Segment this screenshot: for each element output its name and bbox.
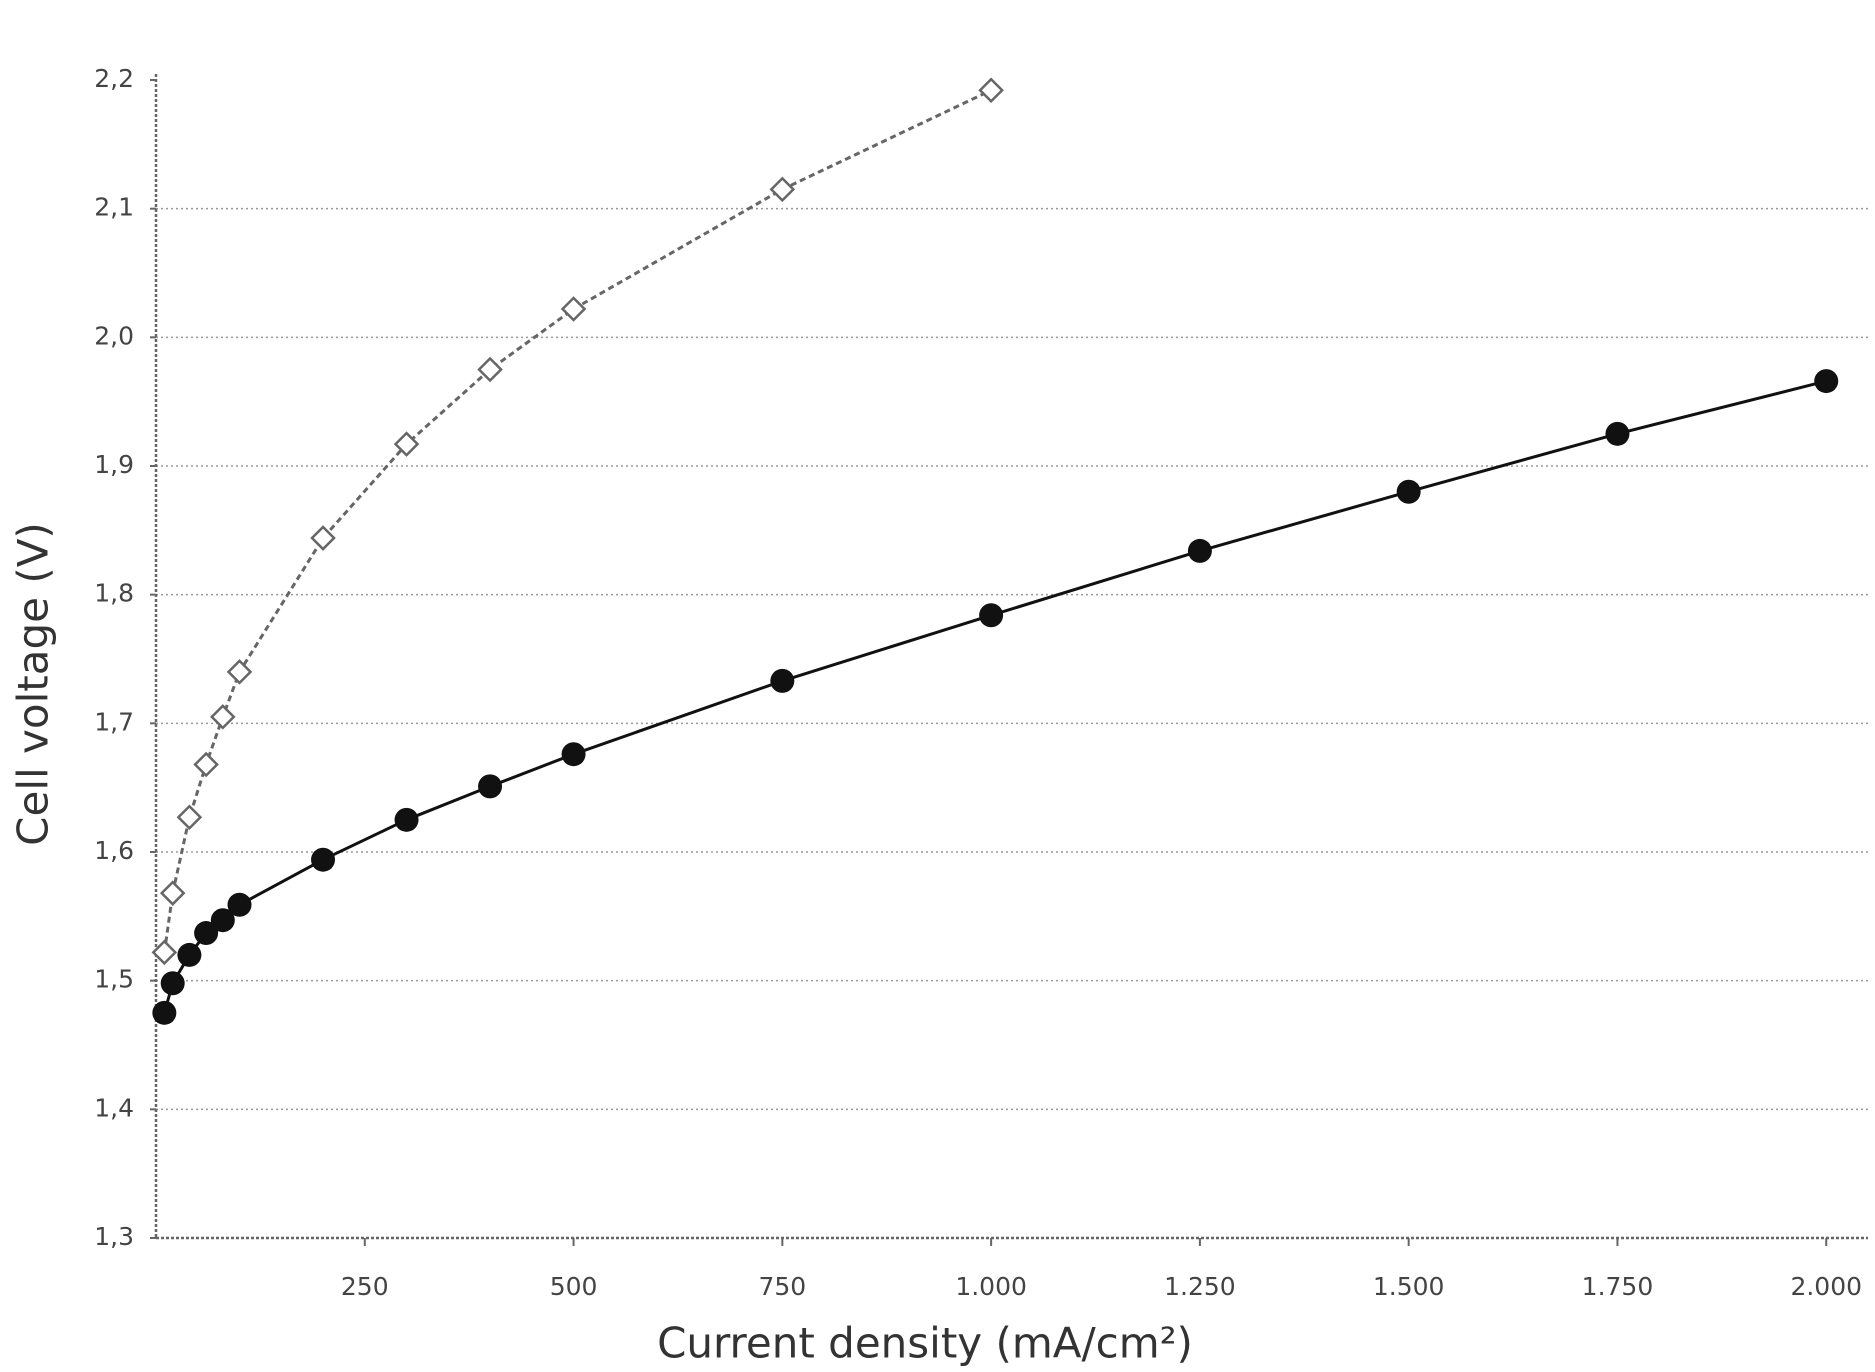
point	[229, 661, 251, 683]
point	[162, 882, 184, 904]
point	[979, 603, 1003, 627]
x-tick-label: 500	[550, 1272, 598, 1301]
point	[1188, 539, 1212, 563]
point	[771, 178, 793, 200]
y-tick-label: 2,1	[94, 193, 134, 222]
point	[312, 527, 334, 549]
x-axis-title: Current density (mA/cm²)	[657, 1319, 1193, 1368]
series-line	[164, 90, 991, 952]
y-tick-label: 1,7	[94, 707, 134, 736]
point	[161, 971, 185, 995]
point	[478, 774, 502, 798]
y-tick-label: 1,9	[94, 450, 134, 479]
x-tick-label: 2.000	[1790, 1272, 1862, 1301]
x-tick-label: 1.250	[1164, 1272, 1236, 1301]
point	[178, 806, 200, 828]
point	[1814, 369, 1838, 393]
point	[195, 754, 217, 776]
point	[1397, 480, 1421, 504]
series-line	[164, 381, 1826, 1013]
y-tick-label: 2,0	[94, 321, 134, 350]
x-tick-label: 1.000	[955, 1272, 1027, 1301]
x-tick-label: 1.750	[1582, 1272, 1654, 1301]
point	[177, 943, 201, 967]
point	[311, 848, 335, 872]
y-tick-label: 1,3	[94, 1222, 134, 1251]
y-tick-label: 2,2	[94, 64, 134, 93]
y-tick-label: 1,5	[94, 965, 134, 994]
y-tick-label: 1,4	[94, 1093, 134, 1122]
point	[980, 79, 1002, 101]
y-axis-title: Cell voltage (V)	[9, 522, 58, 846]
point	[228, 893, 252, 917]
x-tick-label: 750	[758, 1272, 806, 1301]
x-tick-label: 1.500	[1373, 1272, 1445, 1301]
point	[212, 706, 234, 728]
y-tick-label: 1,8	[94, 579, 134, 608]
point	[562, 742, 586, 766]
y-tick-label: 1,6	[94, 836, 134, 865]
point	[1605, 422, 1629, 446]
point	[563, 298, 585, 320]
point	[770, 669, 794, 693]
x-tick-label: 250	[341, 1272, 389, 1301]
point	[152, 1001, 176, 1025]
point	[395, 808, 419, 832]
